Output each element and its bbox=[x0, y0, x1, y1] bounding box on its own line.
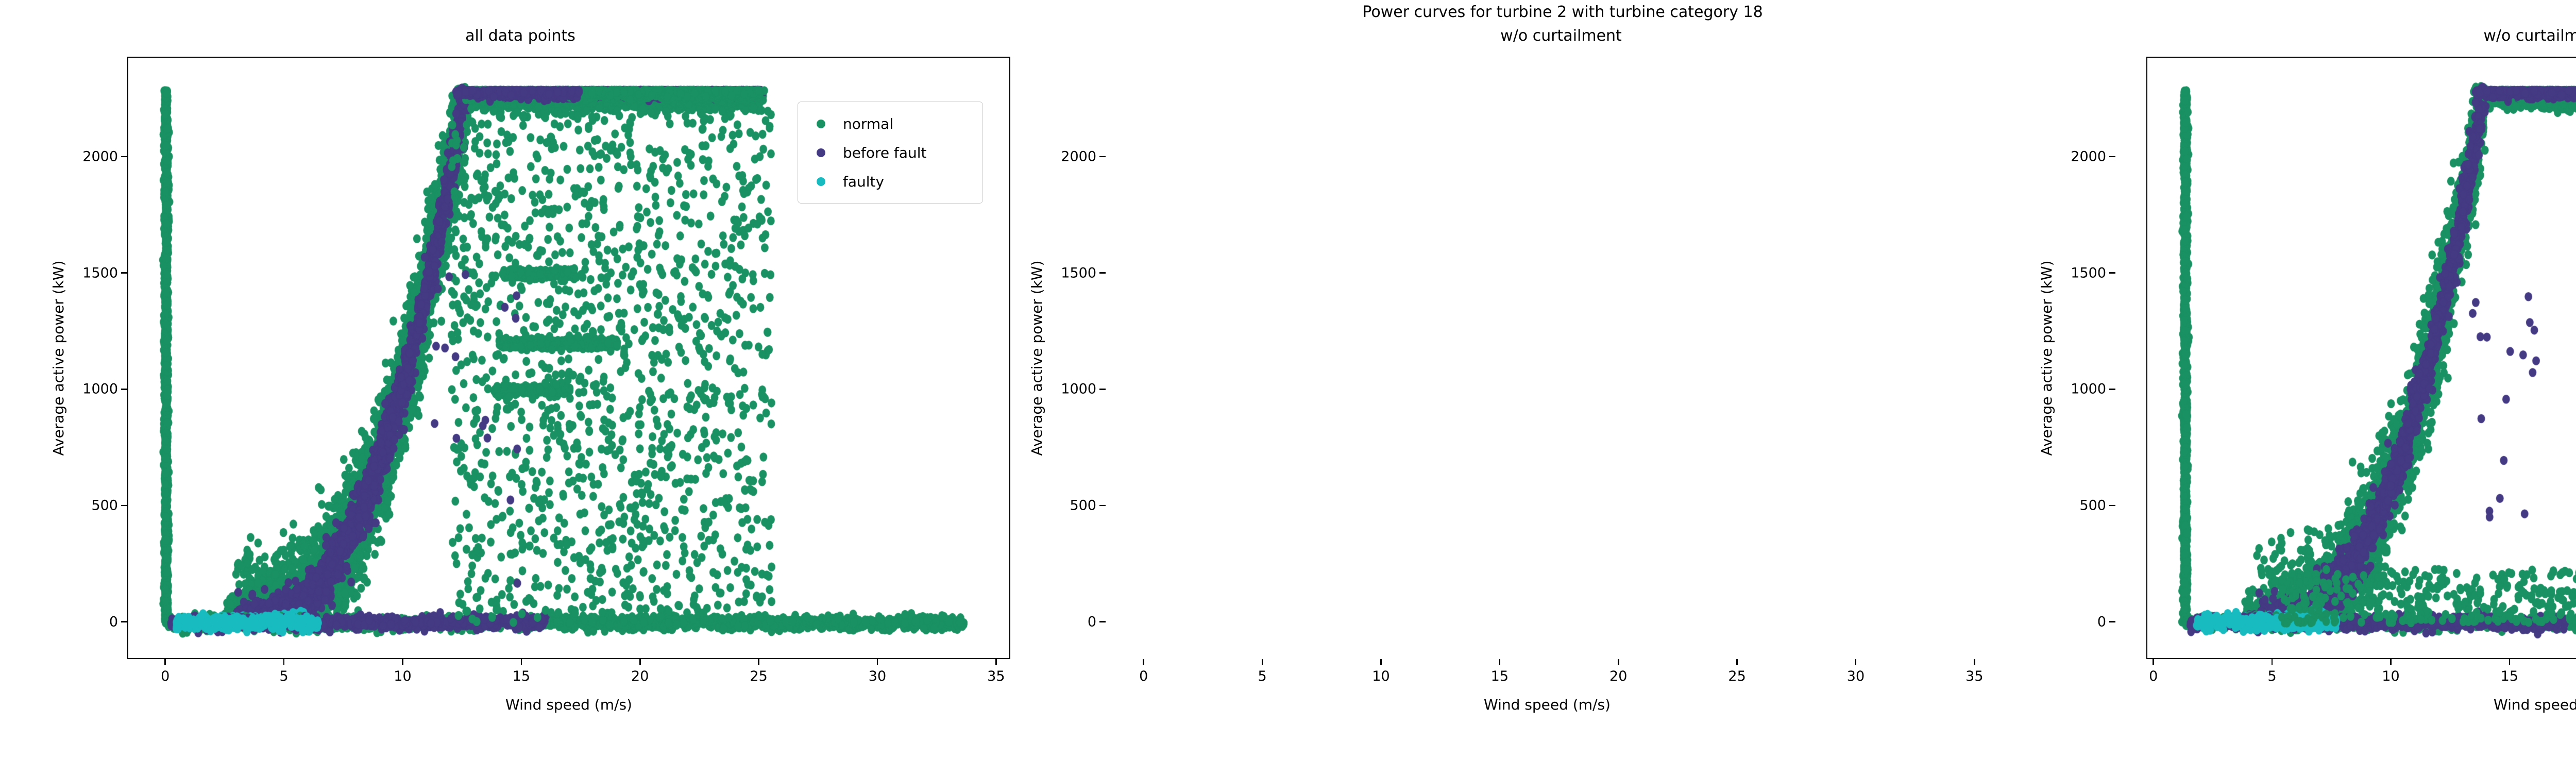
panel-2-xtick-mark bbox=[1617, 659, 1619, 665]
panel-1-ytick-label: 500 bbox=[91, 497, 118, 514]
panel-1-xtick-mark bbox=[402, 659, 403, 665]
panel-2-xlabel: Wind speed (m/s) bbox=[1484, 696, 1611, 713]
panel-2-ytick-label: 500 bbox=[1070, 497, 1096, 514]
panel-2-ytick-mark bbox=[1099, 504, 1106, 507]
panel-2-xtick-label: 20 bbox=[1609, 668, 1628, 684]
panel-3-ytick-mark bbox=[2109, 504, 2115, 507]
panel-3-ytick-mark bbox=[2109, 272, 2115, 274]
panel-3-xtick-mark bbox=[2390, 659, 2392, 665]
panel-2-ytick-label: 1000 bbox=[1061, 381, 1096, 397]
panel-1-xtick-label: 35 bbox=[987, 668, 1005, 684]
panel-2-xtick-label: 35 bbox=[1965, 668, 1984, 684]
legend-item-faulty: faulty bbox=[807, 167, 971, 196]
panel-1-xtick-label: 0 bbox=[161, 668, 170, 684]
panel-3-xtick-label: 5 bbox=[2267, 668, 2277, 684]
panel-2-ytick-mark bbox=[1099, 621, 1106, 623]
panel-2-xtick-label: 5 bbox=[1258, 668, 1267, 684]
panel-3-ytick-mark bbox=[2109, 621, 2115, 623]
panel-3-ytick-label: 1000 bbox=[2071, 381, 2106, 397]
panel-1-xlabel: Wind speed (m/s) bbox=[505, 696, 632, 713]
legend-marker-before-fault-icon bbox=[817, 148, 825, 157]
legend-label-faulty: faulty bbox=[843, 173, 885, 190]
panel-2-xtick-mark bbox=[1855, 659, 1857, 665]
panel-2-xtick-mark bbox=[1380, 659, 1382, 665]
panel-2-ytick-mark bbox=[1099, 389, 1106, 390]
panel-1-xtick-mark bbox=[164, 659, 166, 665]
panel-3-ylabel: Average active power (kW) bbox=[2038, 260, 2055, 456]
legend-label-normal: normal bbox=[843, 115, 894, 132]
panel-3-title: w/o curtailment and anomalies bbox=[2483, 27, 2576, 45]
panel-1-xtick-label: 15 bbox=[512, 668, 531, 684]
panel-3-ytick-label: 500 bbox=[2079, 497, 2106, 514]
panel-2-xtick-label: 15 bbox=[1490, 668, 1509, 684]
panel-1-ytick-mark bbox=[121, 156, 127, 158]
panel-2-xtick-mark bbox=[1974, 659, 1975, 665]
panel-3-xlabel: Wind speed (m/s) bbox=[2494, 696, 2576, 713]
panel-1-xtick-mark bbox=[876, 659, 878, 665]
panel-2-ytick-label: 1500 bbox=[1061, 265, 1096, 281]
panel-2-xtick-mark bbox=[1499, 659, 1501, 665]
panel-1-xtick-label: 25 bbox=[750, 668, 768, 684]
panel-2-ylabel: Average active power (kW) bbox=[1028, 260, 1045, 456]
panel-wo-curtailment-and-anomalies: w/o curtailment and anomalies 0510152025… bbox=[2038, 0, 2576, 758]
panel-1-ytick-mark bbox=[121, 389, 127, 390]
panel-2-plot-area[interactable] bbox=[2146, 57, 2576, 660]
panel-1-xtick-mark bbox=[639, 659, 641, 665]
figure-suptitle: Power curves for turbine 2 with turbine … bbox=[1362, 3, 1763, 21]
panel-1-xtick-label: 20 bbox=[631, 668, 649, 684]
panel-2-ytick-label: 2000 bbox=[1061, 148, 1096, 165]
panel-1-title: all data points bbox=[465, 27, 575, 45]
panel-1-xtick-label: 30 bbox=[868, 668, 887, 684]
panel-3-xtick-label: 0 bbox=[2149, 668, 2158, 684]
panel-2-xtick-label: 10 bbox=[1372, 668, 1390, 684]
panel-1-ytick-mark bbox=[121, 621, 127, 623]
legend: normal before fault faulty bbox=[798, 102, 983, 204]
panel-1-ytick-label: 1000 bbox=[82, 381, 118, 397]
panel-3-xtick-mark bbox=[2271, 659, 2273, 665]
panel-2-ytick-label: 0 bbox=[1087, 614, 1096, 630]
panel-wo-curtailment: w/o curtailment 0 5 10 15 20 25 30 35 0 500 1000 15… bbox=[1028, 0, 2576, 758]
legend-marker-normal-icon bbox=[817, 119, 825, 128]
legend-item-before-fault: before fault bbox=[807, 138, 971, 167]
panel-1-xtick-mark bbox=[995, 659, 997, 665]
panel-1-ytick-label: 0 bbox=[109, 614, 118, 630]
legend-marker-faulty-icon bbox=[817, 177, 825, 186]
panel-1-ytick-mark bbox=[121, 504, 127, 507]
legend-item-normal: normal bbox=[807, 109, 971, 138]
panel-2-ytick-mark bbox=[1099, 272, 1106, 274]
panel-2-xtick-label: 0 bbox=[1139, 668, 1148, 684]
panel-3-xtick-label: 15 bbox=[2500, 668, 2519, 684]
panel-3-ytick-label: 2000 bbox=[2071, 148, 2106, 165]
panel-3-ytick-label: 0 bbox=[2097, 614, 2106, 630]
panel-1-xtick-label: 5 bbox=[279, 668, 289, 684]
panel-2-xtick-mark bbox=[1143, 659, 1144, 665]
panel-1-ytick-label: 2000 bbox=[82, 148, 118, 165]
panel-2-xtick-mark bbox=[1736, 659, 1738, 665]
panel-2-xtick-label: 30 bbox=[1846, 668, 1865, 684]
panel-3-ytick-mark bbox=[2109, 156, 2115, 158]
panel-1-xtick-mark bbox=[283, 659, 285, 665]
panel-2-xtick-label: 25 bbox=[1728, 668, 1746, 684]
legend-label-before-fault: before fault bbox=[843, 144, 927, 161]
panel-2-scatter-canvas bbox=[2147, 58, 2576, 660]
panel-3-ytick-label: 1500 bbox=[2071, 265, 2106, 281]
panel-2-ytick-mark bbox=[1099, 156, 1106, 158]
panel-2-title: w/o curtailment bbox=[1500, 27, 1622, 45]
panel-2-xtick-mark bbox=[1261, 659, 1263, 665]
panel-1-ytick-mark bbox=[121, 272, 127, 274]
panel-3-xtick-mark bbox=[2153, 659, 2154, 665]
panel-3-xtick-label: 10 bbox=[2382, 668, 2400, 684]
panel-1-ytick-label: 1500 bbox=[82, 265, 118, 281]
panel-1-xtick-label: 10 bbox=[394, 668, 412, 684]
panel-3-ytick-mark bbox=[2109, 389, 2115, 390]
panel-3-xtick-mark bbox=[2509, 659, 2511, 665]
panel-1-ylabel: Average active power (kW) bbox=[50, 260, 67, 456]
panel-1-xtick-mark bbox=[758, 659, 759, 665]
panel-1-xtick-mark bbox=[520, 659, 522, 665]
